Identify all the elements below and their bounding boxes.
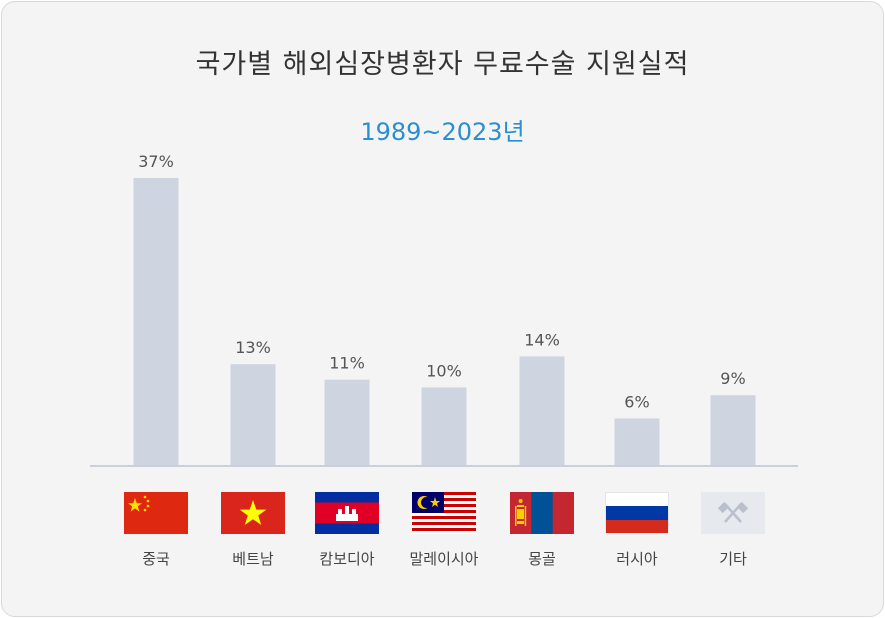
other-flag-icon — [701, 492, 765, 534]
bar-russia — [614, 418, 660, 465]
china-flag-icon — [124, 492, 188, 534]
country-label-vietnam: 베트남 — [232, 550, 274, 568]
data-label-russia: 6% — [624, 392, 649, 411]
mongolia-flag-icon — [510, 492, 574, 534]
bar-cambodia — [324, 379, 370, 465]
country-label-russia: 러시아 — [616, 550, 658, 568]
data-label-cambodia: 11% — [329, 354, 365, 373]
vietnam-flag-icon — [221, 492, 285, 534]
country-label-malaysia: 말레이시아 — [409, 550, 479, 568]
chart-title: 국가별 해외심장병환자 무료수술 지원실적 — [195, 49, 690, 80]
malaysia-flag-icon — [412, 492, 476, 534]
country-label-china: 중국 — [142, 550, 170, 568]
data-label-mongolia: 14% — [524, 330, 560, 349]
chart-subtitle: 1989~2023년 — [360, 118, 525, 146]
cambodia-flag-icon — [315, 492, 379, 534]
bar-china — [133, 178, 179, 465]
country-label-mongolia: 몽골 — [528, 550, 556, 568]
russia-flag-icon — [605, 492, 669, 534]
bar-mongolia — [519, 356, 565, 465]
data-label-malaysia: 10% — [426, 361, 462, 380]
bar-vietnam — [230, 364, 276, 465]
country-label-cambodia: 캄보디아 — [319, 550, 375, 568]
data-label-vietnam: 13% — [235, 338, 271, 357]
data-label-china: 37% — [138, 152, 174, 171]
data-label-other: 9% — [720, 369, 745, 388]
bar-other — [710, 395, 756, 465]
bar-malaysia — [421, 387, 467, 465]
country-label-other: 기타 — [719, 550, 747, 568]
